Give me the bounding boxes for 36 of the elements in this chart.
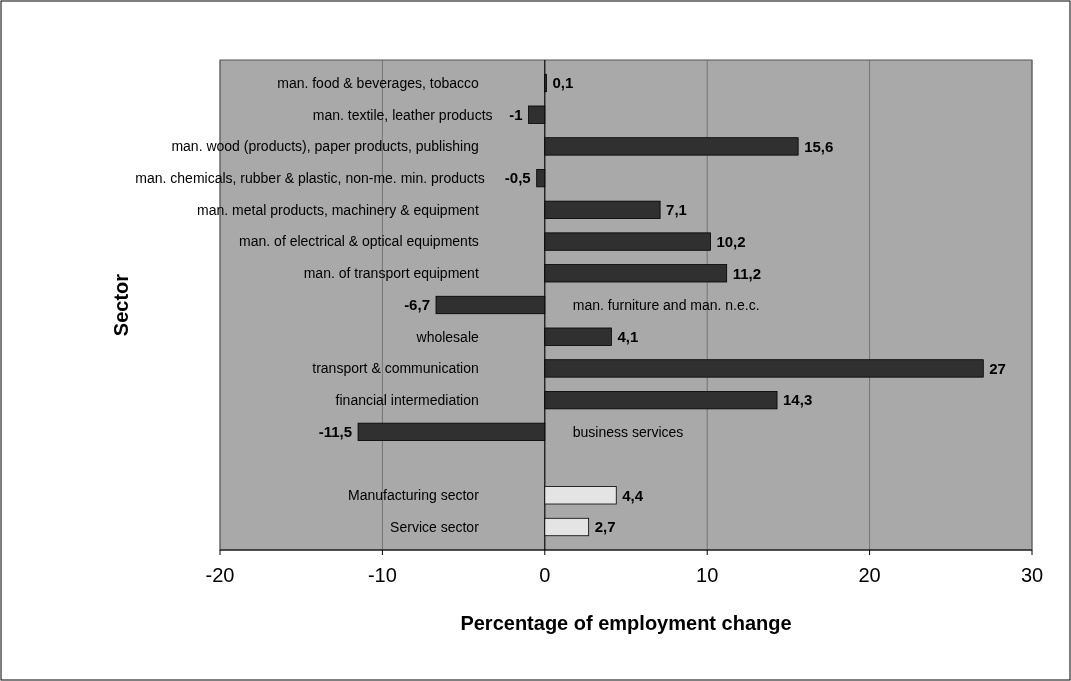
- y-tick-label: man. wood (products), paper products, publishing: [171, 138, 479, 155]
- data-label: 10,2: [716, 232, 746, 250]
- x-tick-label: 20: [858, 564, 881, 586]
- y-tick-label: man. chemicals, rubber & plastic, non-me. min. products: [135, 170, 485, 187]
- y-axis-title: Sector: [110, 273, 132, 337]
- data-label: 7,1: [666, 201, 687, 219]
- data-label: -0,5: [504, 169, 531, 187]
- y-tick-label: Service sector: [390, 518, 480, 535]
- data-label: 11,2: [732, 264, 762, 282]
- y-tick-label: business services: [572, 423, 684, 440]
- data-label: -11,5: [318, 423, 353, 441]
- y-tick-label: man. furniture and man. n.e.c.: [572, 296, 760, 313]
- data-label: -1: [509, 105, 523, 123]
- y-tick-label: man. textile, leather products: [312, 106, 493, 123]
- x-tick-label: 0: [539, 564, 551, 586]
- y-tick-label: man. of electrical & optical equipments: [239, 233, 479, 250]
- y-tick-label: wholesale: [415, 328, 480, 345]
- x-tick-label: 30: [1020, 564, 1044, 586]
- data-label: 15,6: [804, 137, 834, 155]
- x-tick-label: 10: [696, 564, 719, 586]
- data-label: 2,7: [594, 518, 616, 536]
- y-tick-label: man. of transport equipment: [303, 265, 479, 282]
- data-label: 0,1: [552, 74, 574, 92]
- x-axis-title: Percentage of employment change: [460, 612, 792, 634]
- data-label: -6,7: [404, 296, 430, 314]
- data-label: 14,3: [783, 391, 813, 409]
- y-tick-label: man. metal products, machinery & equipment: [197, 201, 479, 218]
- data-label: 4,1: [617, 327, 639, 345]
- x-tick-label: -20: [205, 564, 235, 586]
- x-tick-label: -10: [367, 564, 397, 586]
- y-tick-label: transport & communication: [312, 360, 479, 377]
- y-tick-label: man. food & beverages, tobacco: [277, 74, 480, 91]
- y-tick-label: financial intermediation: [335, 392, 479, 409]
- data-label: 4,4: [622, 486, 644, 504]
- y-tick-label: Manufacturing sector: [348, 487, 480, 504]
- data-label: 27: [989, 359, 1006, 377]
